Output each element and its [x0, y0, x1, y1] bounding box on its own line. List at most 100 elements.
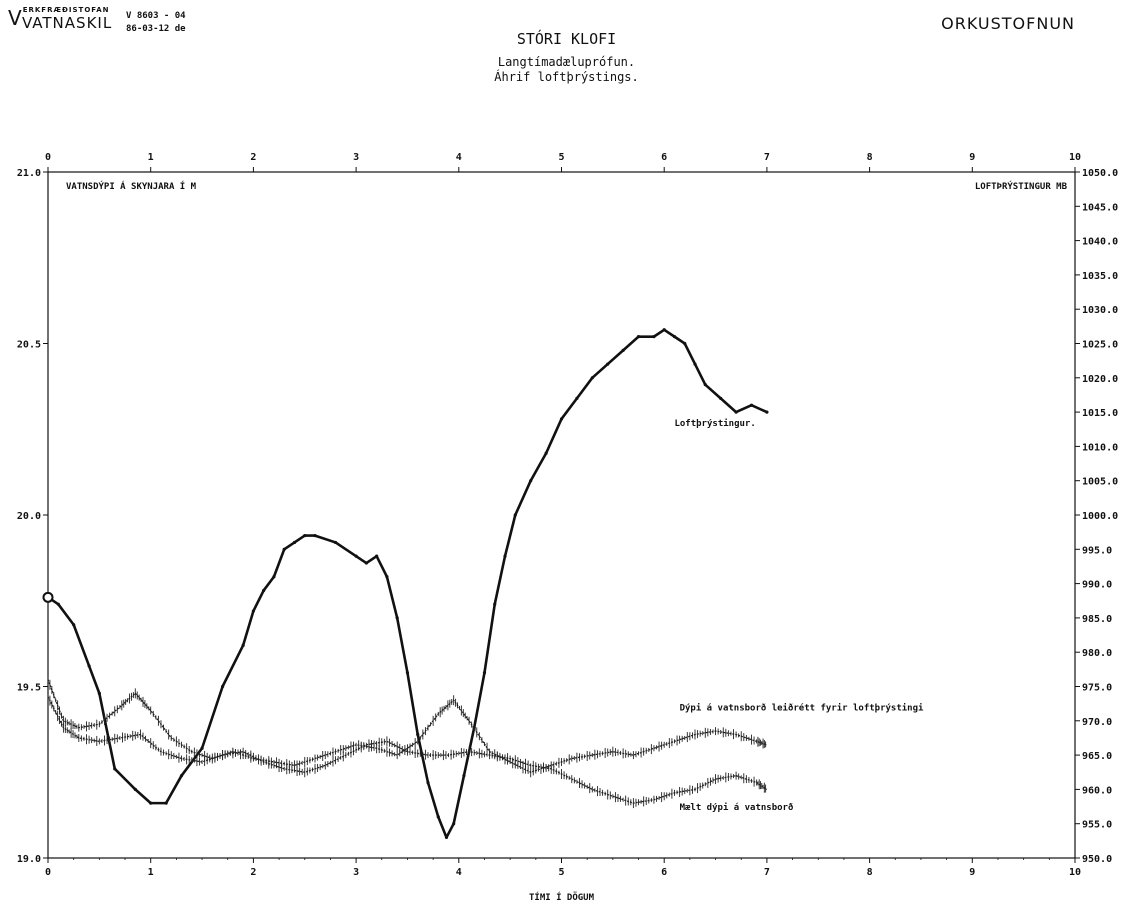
series-point — [200, 746, 204, 750]
x-tick-label-bottom: 2 — [250, 867, 256, 878]
x-tick-label-bottom: 0 — [45, 867, 51, 878]
series-point — [493, 602, 497, 606]
x-tick-label-bottom: 10 — [1069, 867, 1081, 878]
series-point — [590, 376, 594, 380]
series-point — [220, 684, 225, 689]
series-point — [544, 451, 548, 455]
y-left-tick-label: 19.5 — [17, 683, 41, 694]
x-tick-label-top: 1 — [148, 152, 154, 163]
y-right-tick-label: 1005.0 — [1082, 477, 1118, 488]
series-point — [749, 403, 754, 407]
series-point — [416, 732, 420, 737]
x-tick-label-top: 9 — [969, 152, 975, 163]
series-point — [621, 348, 625, 352]
series-point — [364, 561, 368, 565]
x-tick-label-top: 3 — [353, 152, 359, 163]
y-right-tick-label: 960.0 — [1082, 785, 1112, 796]
x-axis-label: TÍMI Í DÖGUM — [529, 891, 595, 903]
series-point — [636, 335, 641, 339]
series-point — [482, 671, 487, 675]
y-right-tick-label: 1030.0 — [1082, 305, 1118, 316]
y-right-axis-label: LOFTÞRÝSTINGUR MB — [975, 180, 1068, 192]
y-left-tick-label: 21.0 — [17, 168, 41, 179]
series-point — [513, 513, 517, 517]
x-tick-label-bottom: 1 — [148, 867, 154, 878]
series-point — [87, 664, 91, 668]
series-point — [529, 479, 533, 483]
vatnaskil-logo: VERKFRÆÐISTOFAN — [8, 6, 110, 30]
x-tick-label-top: 7 — [764, 152, 770, 163]
chart-subtitle-2: Áhrif loftþrýstings. — [494, 70, 639, 84]
chart-title: STÓRI KLOFI — [516, 30, 617, 48]
chart-axes — [43, 167, 1080, 863]
y-right-tick-label: 1000.0 — [1082, 511, 1118, 522]
series-point — [405, 671, 410, 675]
y-right-tick-label: 965.0 — [1082, 751, 1112, 762]
series-point — [683, 341, 687, 346]
y-right-tick-label: 975.0 — [1082, 683, 1112, 694]
series-point — [333, 540, 338, 545]
x-tick-label-bottom: 7 — [764, 867, 770, 878]
series-1 — [42, 328, 769, 840]
series-annotation-1: Loftþrýstingur. — [674, 418, 755, 429]
y-left-axis-label: VATNSDÝPI Á SKYNJARA Í M — [66, 180, 197, 192]
document-code: V 8603 - 04 — [126, 11, 186, 21]
series-point — [672, 335, 677, 339]
series-point — [719, 396, 723, 400]
series-point — [179, 774, 184, 778]
series-point — [113, 767, 117, 771]
series-point — [72, 623, 76, 627]
series-point — [765, 410, 769, 414]
logo-main-text: VATNASKIL — [22, 14, 113, 32]
series-point — [262, 588, 266, 593]
series-point — [56, 602, 60, 606]
series-point — [133, 787, 137, 792]
x-tick-label-bottom: 8 — [867, 867, 873, 878]
y-left-tick-label: 20.0 — [17, 511, 41, 522]
x-tick-label-bottom: 4 — [456, 867, 462, 878]
y-right-tick-label: 1010.0 — [1082, 442, 1118, 453]
series-point — [426, 780, 430, 785]
series-point — [436, 815, 440, 819]
series-2 — [47, 677, 768, 778]
series-point — [462, 774, 466, 778]
y-right-tick-label: 970.0 — [1082, 717, 1112, 728]
y-right-tick-label: 990.0 — [1082, 580, 1112, 591]
y-right-tick-label: 1050.0 — [1082, 168, 1118, 179]
series-point — [606, 362, 610, 366]
series-3 — [47, 694, 768, 809]
logo-initial: V — [8, 6, 23, 30]
series-point — [559, 417, 564, 421]
x-tick-label-bottom: 9 — [969, 867, 975, 878]
series-line — [47, 679, 768, 773]
series-point — [164, 801, 168, 805]
series-point — [652, 335, 656, 339]
series-point — [503, 554, 507, 558]
y-right-tick-label: 1045.0 — [1082, 202, 1118, 213]
series-point — [282, 547, 286, 551]
logo-small-text: ERKFRÆÐISTOFAN — [22, 6, 110, 14]
series-point — [662, 328, 666, 332]
series-point — [395, 616, 399, 620]
series-point — [375, 554, 379, 558]
series-point — [313, 533, 317, 538]
x-tick-label-top: 8 — [867, 152, 873, 163]
series-point — [703, 383, 707, 387]
series-point — [444, 835, 449, 840]
y-right-tick-label: 980.0 — [1082, 648, 1112, 659]
x-tick-label-top: 0 — [45, 152, 51, 163]
series-point — [303, 533, 307, 538]
y-right-tick-label: 995.0 — [1082, 545, 1112, 556]
series-start-marker — [42, 591, 54, 603]
y-left-tick-label: 19.0 — [17, 854, 41, 865]
y-right-tick-label: 1025.0 — [1082, 340, 1118, 351]
series-point — [354, 554, 358, 558]
organization-name: ORKUSTOFNUN — [941, 14, 1075, 33]
y-right-tick-label: 1020.0 — [1082, 374, 1118, 385]
x-tick-label-top: 10 — [1069, 152, 1081, 163]
chart-subtitle-1: Langtímadæluprófun. — [497, 55, 636, 69]
series-annotation-2: Dýpi á vatnsborð leiðrétt fyrir loftþrýs… — [680, 703, 924, 714]
x-tick-label-top: 6 — [661, 152, 667, 163]
y-left-tick-label: 20.5 — [17, 340, 41, 351]
